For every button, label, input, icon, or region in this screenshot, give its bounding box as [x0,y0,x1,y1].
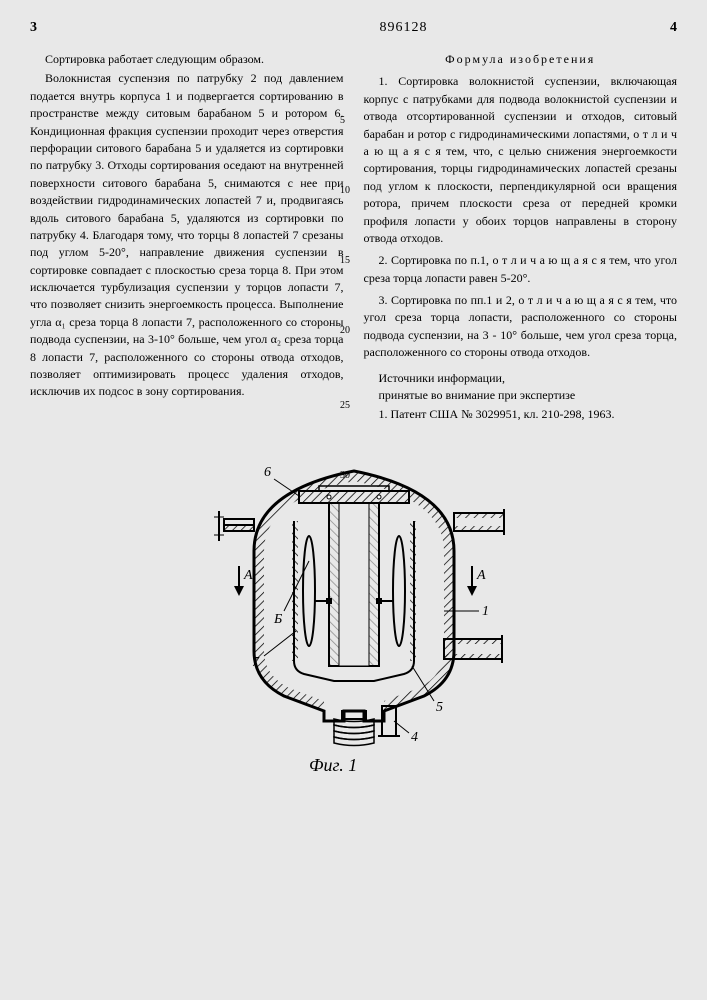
page: 3 896128 4 Сортировка работает следующим… [0,0,707,1000]
arrow-a-left: А [234,566,253,596]
claim-3: 3. Сортировка по пп.1 и 2, о т л и ч а ю… [364,292,678,362]
right-column: Формула изобретения 1. Сортировка волокн… [364,51,678,426]
line-num-25: 25 [340,400,350,411]
document-number: 896128 [380,20,428,36]
line-num-30: 30 [340,470,350,481]
line-num-5: 5 [340,115,345,126]
sources-subtitle: принятые во внимание при экспертизе [364,387,678,404]
formula-title: Формула изобретения [364,51,678,68]
label-1: 1 [482,604,489,619]
page-number-left: 3 [30,20,37,36]
line-num-15: 15 [340,255,350,266]
figure-1: А А 6 Б 7 1 5 4 Фиг. 1 [184,451,524,781]
page-header: 3 896128 4 [30,20,677,36]
line-num-10: 10 [340,185,350,196]
label-5: 5 [436,700,443,715]
label-a-left: А [243,568,253,583]
arrow-a-right: А [467,566,486,596]
page-number-right: 4 [670,20,677,36]
label-b: Б [273,612,282,627]
label-6: 6 [264,465,271,480]
claim-2: 2. Сортировка по п.1, о т л и ч а ю щ а … [364,252,678,287]
figure-container: А А 6 Б 7 1 5 4 Фиг. 1 [30,451,677,781]
figure-label: Фиг. 1 [309,755,357,775]
source-1: 1. Патент США № 3029951, кл. 210-298, 19… [364,406,678,423]
label-4: 4 [411,730,418,745]
label-a-right: А [476,568,486,583]
label-7: 7 [252,655,260,670]
claim-1: 1. Сортировка волокнистой суспензии, вкл… [364,73,678,247]
sources-title: Источники информации, [364,370,678,387]
left-column: Сортировка работает следующим образом. В… [30,51,344,426]
content-columns: Сортировка работает следующим образом. В… [30,51,677,426]
intro-paragraph: Сортировка работает следующим образом. [30,51,344,68]
main-paragraph: Волокнистая суспензия по патрубку 2 под … [30,70,344,400]
line-num-20: 20 [340,325,350,336]
